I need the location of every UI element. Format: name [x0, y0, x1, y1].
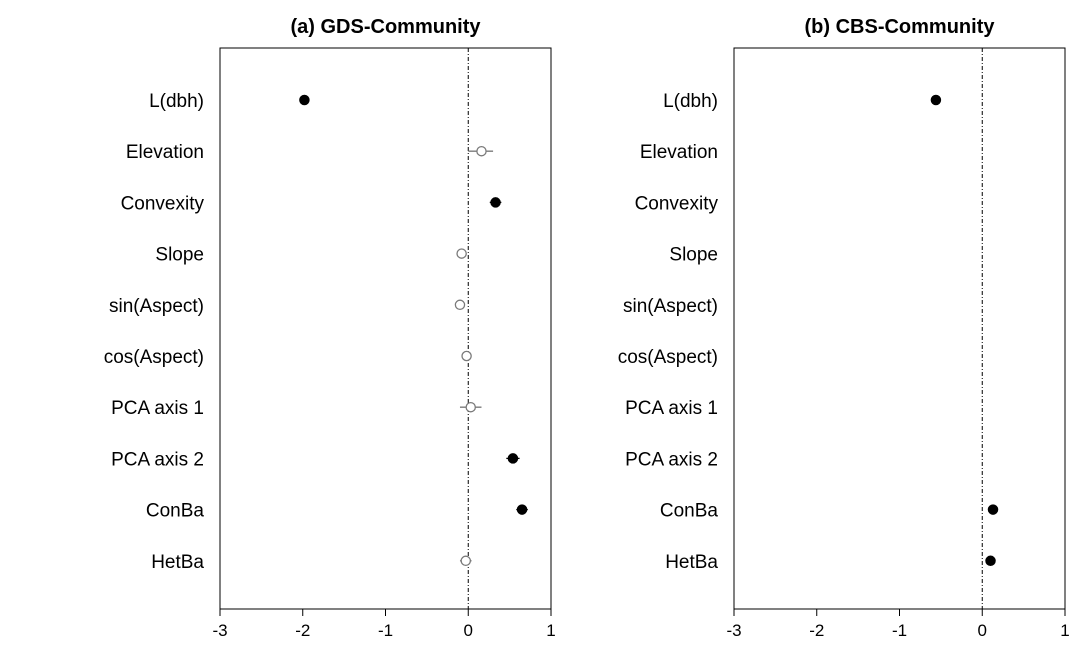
- gds-x-tick-label: 1: [546, 621, 555, 640]
- gds-point-convexity: [490, 197, 501, 208]
- gds-point-hetba: [460, 555, 472, 567]
- gds-x-tick-label: 0: [464, 621, 473, 640]
- cbs-x-tick-label: -1: [892, 621, 907, 640]
- gds-x-tick-label: -3: [212, 621, 227, 640]
- cbs-x-tick-label: -3: [726, 621, 741, 640]
- gds-x-tick-label: -1: [378, 621, 393, 640]
- gds-panel-title: (a) GDS-Community: [291, 16, 482, 38]
- gds-label-pca-axis-2: PCA axis 2: [111, 449, 204, 470]
- cbs-label-sin-aspect: sin(Aspect): [623, 296, 718, 317]
- gds-point-slope: [456, 248, 467, 259]
- cbs-label-elevation: Elevation: [640, 142, 718, 163]
- gds-label-sin-aspect: sin(Aspect): [109, 296, 204, 317]
- gds-label-conba: ConBa: [146, 501, 205, 522]
- gds-point-elevation: [476, 145, 487, 157]
- gds-label-pca-axis-1: PCA axis 1: [111, 398, 204, 419]
- panel-gds-community: (a) GDS-Community -3 -2 -1 0 1 L(dbh) Elevation…: [104, 16, 556, 640]
- gds-point-cos-aspect: [461, 350, 472, 362]
- gds-label-convexity: Convexity: [121, 193, 205, 214]
- cbs-label-hetba: HetBa: [665, 552, 718, 573]
- gds-point-pca-axis-2: [507, 453, 519, 464]
- cbs-label-convexity: Convexity: [635, 193, 719, 214]
- gds-x-tick-label: -2: [295, 621, 310, 640]
- cbs-label-pca-axis-1: PCA axis 1: [625, 398, 718, 419]
- cbs-plot-frame: [733, 47, 1066, 610]
- cbs-label-conba: ConBa: [660, 501, 719, 522]
- gds-label-hetba: HetBa: [151, 552, 204, 573]
- gds-point-pca-axis-1: [465, 401, 476, 413]
- gds-point-conba: [516, 504, 528, 515]
- gds-label-slope: Slope: [155, 245, 204, 266]
- cbs-point-l-dbh: [930, 94, 942, 106]
- cbs-x-tick-label: -2: [809, 621, 824, 640]
- cbs-label-pca-axis-2: PCA axis 2: [625, 449, 718, 470]
- gds-label-cos-aspect: cos(Aspect): [104, 347, 204, 368]
- cbs-point-hetba: [985, 555, 996, 567]
- gds-plot-frame: [219, 47, 552, 610]
- cbs-panel-title: (b) CBS-Community: [805, 16, 996, 38]
- gds-point-sin-aspect: [454, 299, 466, 311]
- gds-label-elevation: Elevation: [126, 142, 204, 163]
- cbs-label-slope: Slope: [669, 245, 718, 266]
- cbs-label-cos-aspect: cos(Aspect): [618, 347, 718, 368]
- cbs-x-tick-label: 1: [1060, 621, 1069, 640]
- cbs-x-tick-label: 0: [978, 621, 987, 640]
- cbs-point-conba: [987, 504, 999, 515]
- gds-label-l-dbh: L(dbh): [149, 91, 204, 112]
- cbs-label-l-dbh: L(dbh): [663, 91, 718, 112]
- gds-point-l-dbh: [299, 94, 310, 106]
- panel-cbs-community: (b) CBS-Community -3 -2 -1 0 1 L(dbh) Elevation…: [618, 16, 1070, 640]
